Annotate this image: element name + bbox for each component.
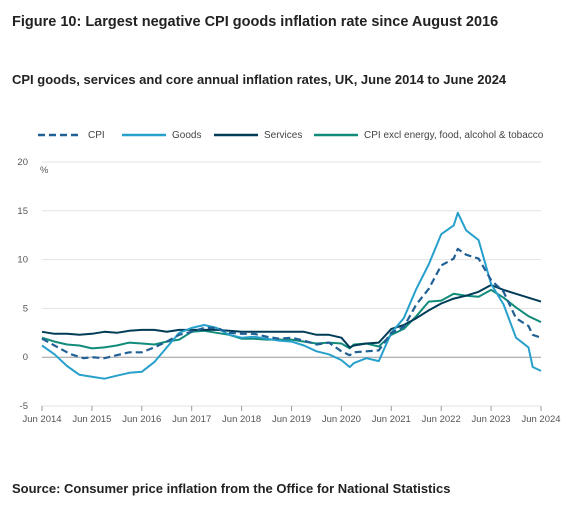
x-tick-label: Jun 2023 bbox=[472, 414, 511, 425]
legend: CPI Goods Services CPI excl energy, food… bbox=[10, 127, 560, 143]
y-tick-label: 5 bbox=[23, 303, 28, 314]
legend-label-services: Services bbox=[264, 129, 303, 141]
series-line-goods bbox=[41, 211, 542, 380]
y-tick-label: -5 bbox=[20, 401, 28, 412]
legend-item-core[interactable]: CPI excl energy, food, alcohol & tobacco bbox=[314, 127, 543, 143]
series-lines bbox=[41, 211, 542, 380]
x-tick-label: Jun 2019 bbox=[272, 414, 311, 425]
y-tick-label: 15 bbox=[17, 206, 28, 217]
x-tick-label: Jun 2024 bbox=[521, 414, 560, 425]
legend-swatch-goods bbox=[122, 133, 166, 137]
legend-item-services[interactable]: Services bbox=[214, 127, 302, 143]
source-note: Source: Consumer price inflation from th… bbox=[12, 481, 451, 496]
legend-swatch-cpi bbox=[38, 133, 82, 137]
series-line-services bbox=[41, 284, 542, 349]
legend-swatch-services bbox=[214, 133, 258, 137]
x-tick-label: Jun 2021 bbox=[372, 414, 411, 425]
x-tick-label: Jun 2015 bbox=[72, 414, 111, 425]
y-tick-label: 10 bbox=[17, 255, 28, 266]
x-tick-label: Jun 2017 bbox=[172, 414, 211, 425]
y-axis-label: % bbox=[40, 165, 49, 176]
x-tick-label: Jun 2020 bbox=[322, 414, 361, 425]
legend-label-core: CPI excl energy, food, alcohol & tobacco bbox=[364, 129, 544, 141]
y-tick-label: 20 bbox=[17, 157, 28, 168]
x-tick-labels: Jun 2014 Jun 2015 Jun 2016 Jun 2017 Jun 2018… bbox=[22, 406, 561, 425]
legend-item-goods[interactable]: Goods bbox=[122, 127, 201, 143]
chart-subtitle: CPI goods, services and core annual infl… bbox=[12, 72, 507, 87]
chart-title: Figure 10: Largest negative CPI goods in… bbox=[12, 14, 499, 30]
legend-item-cpi[interactable]: CPI bbox=[38, 127, 105, 143]
gridlines bbox=[42, 161, 541, 407]
y-tick-labels: -5 0 5 10 15 20 bbox=[17, 157, 28, 412]
legend-swatch-core bbox=[314, 133, 358, 137]
x-tick-label: Jun 2016 bbox=[122, 414, 161, 425]
x-tick-label: Jun 2018 bbox=[222, 414, 261, 425]
legend-label-goods: Goods bbox=[172, 129, 202, 141]
series-line-core bbox=[41, 288, 542, 350]
x-tick-label: Jun 2014 bbox=[22, 414, 61, 425]
x-tick-label: Jun 2022 bbox=[422, 414, 461, 425]
y-tick-label: 0 bbox=[23, 352, 28, 363]
legend-label-cpi: CPI bbox=[88, 129, 105, 141]
